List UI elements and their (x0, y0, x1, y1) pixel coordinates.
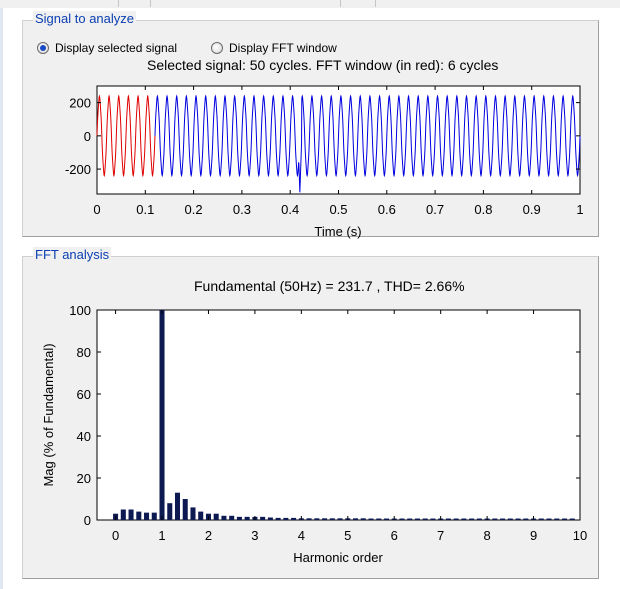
toolbar-separator (150, 0, 151, 7)
top-toolbar-strip (0, 0, 620, 8)
signal-panel-title: Signal to analyze (33, 11, 137, 27)
display-fft-window-radio[interactable]: Display FFT window (211, 41, 337, 55)
display-selected-signal-label: Display selected signal (55, 41, 178, 55)
fft-panel-title: FFT analysis (33, 247, 112, 263)
fft-panel: FFT analysis Fundamental (50Hz) = 231.7 … (22, 247, 599, 579)
toolbar-separator (118, 0, 119, 7)
radio-selected-icon[interactable] (37, 42, 49, 54)
fft-caption: Fundamental (50Hz) = 231.7 , THD= 2.66% (194, 278, 465, 294)
signal-panel: Signal to analyze Display selected signa… (22, 11, 599, 237)
display-selected-signal-radio[interactable]: Display selected signal (37, 41, 177, 55)
toolbar-separator (340, 0, 341, 7)
signal-caption: Selected signal: 50 cycles. FFT window (… (147, 57, 499, 73)
window-left-edge (0, 8, 3, 589)
radio-unselected-icon[interactable] (211, 42, 223, 54)
toolbar-separator (375, 0, 376, 7)
display-fft-window-label: Display FFT window (229, 41, 337, 55)
